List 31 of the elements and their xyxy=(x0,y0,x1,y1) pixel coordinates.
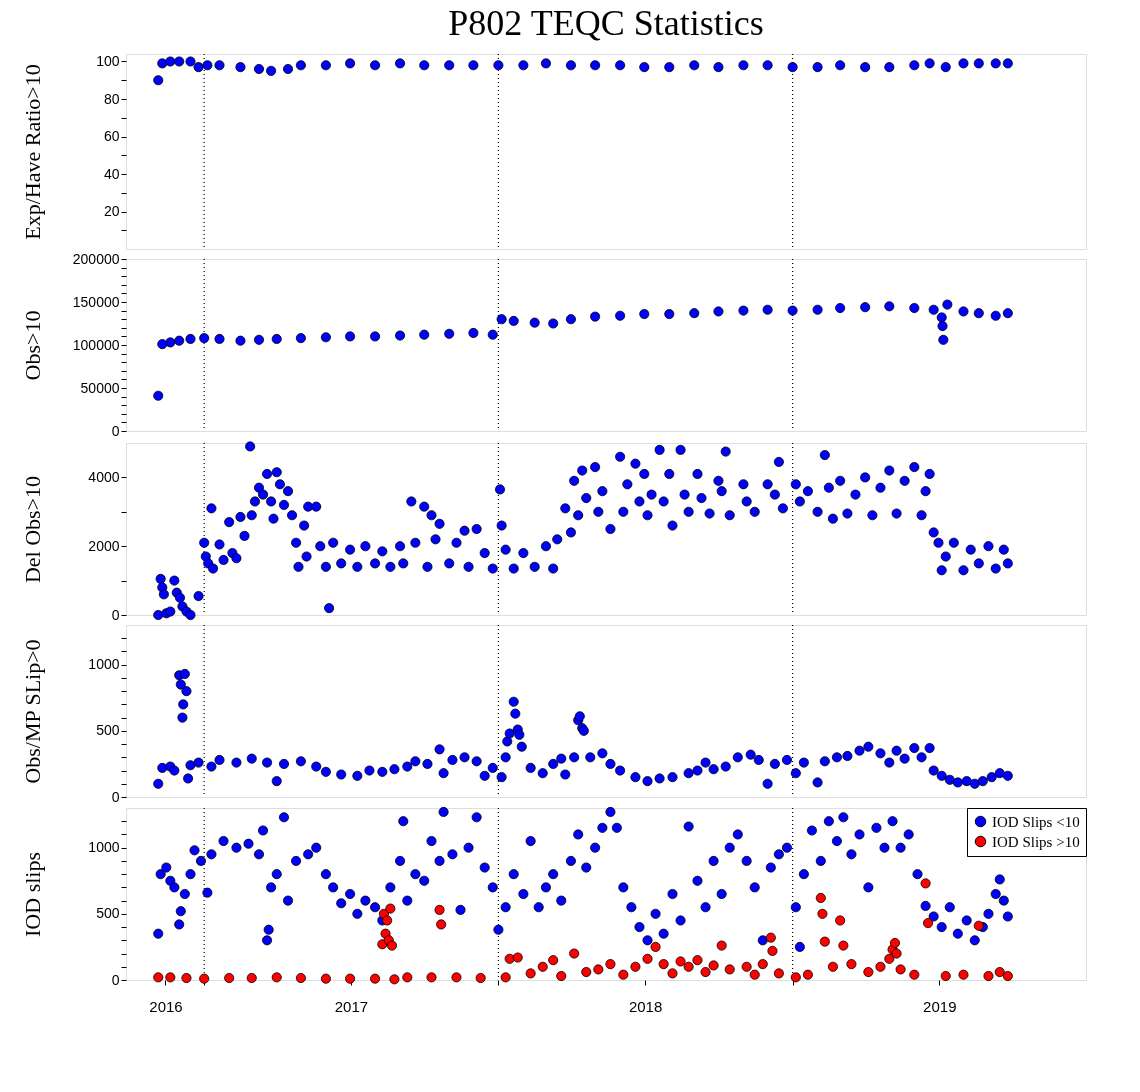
y-tick-label: 80 xyxy=(103,90,120,107)
y-tick-label: 40 xyxy=(103,165,120,182)
x-tick-label: 2018 xyxy=(628,997,663,1015)
legend-label: IOD Slips <10 xyxy=(992,813,1080,830)
y-tick-label: 1000 xyxy=(88,656,120,673)
y-tick-label: 2000 xyxy=(88,537,120,554)
y-axis-title: Obs>10 xyxy=(19,310,45,381)
y-tick-label: 4000 xyxy=(88,468,120,485)
legend-label: IOD Slips >10 xyxy=(992,833,1080,850)
x-tick-label: 2019 xyxy=(923,997,957,1015)
x-tick-label: 2017 xyxy=(334,997,369,1015)
y-tick-label: 0 xyxy=(111,971,120,988)
y-tick-label: 1000 xyxy=(88,839,120,856)
y-tick-label: 200000 xyxy=(72,250,120,267)
y-tick-label: 0 xyxy=(111,606,120,623)
y-tick-label: 0 xyxy=(111,788,120,805)
y-tick-label: 50000 xyxy=(80,379,120,396)
y-axis-title: Obs/MP SLip>0 xyxy=(19,639,45,784)
y-tick-label: 150000 xyxy=(72,293,120,310)
y-tick-label: 60 xyxy=(103,128,120,144)
y-tick-label: 500 xyxy=(96,905,120,922)
y-axis-title: Exp/Have Ratio>10 xyxy=(19,64,45,240)
y-tick-label: 0 xyxy=(111,422,120,439)
x-tick-label: 2016 xyxy=(149,997,183,1015)
y-tick-label: 20 xyxy=(103,203,120,219)
y-axis-title: IOD slips xyxy=(19,852,45,937)
y-axis-title: Del Obs>10 xyxy=(19,475,45,584)
y-tick-label: 100 xyxy=(96,53,120,69)
y-tick-label: 500 xyxy=(96,722,120,739)
chart-title: P802 TEQC Statistics xyxy=(448,3,764,44)
y-tick-label: 100000 xyxy=(72,336,120,353)
